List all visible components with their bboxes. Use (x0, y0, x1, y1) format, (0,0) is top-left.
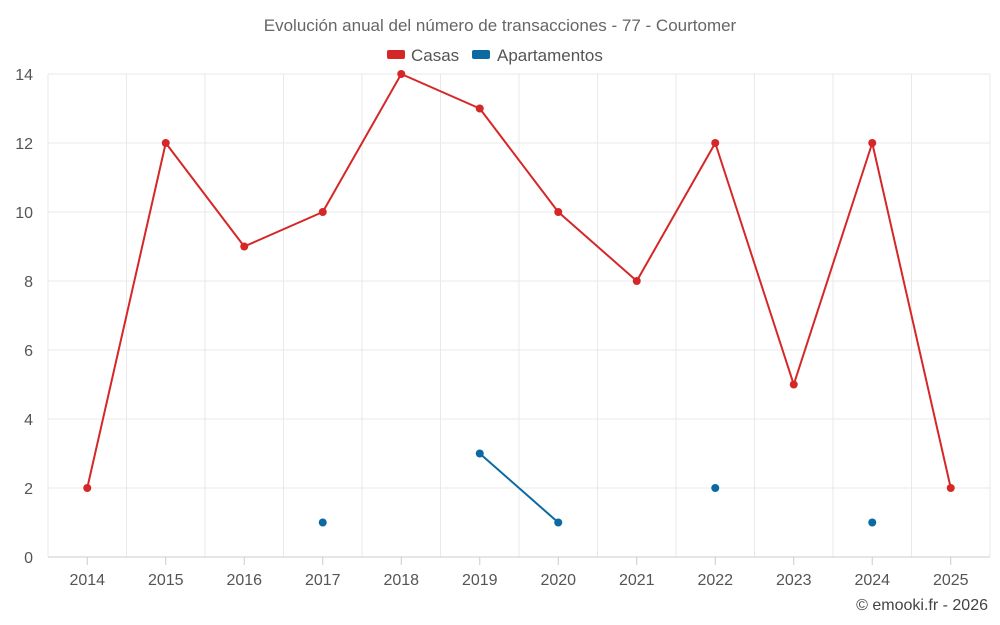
data-point-casas[interactable] (868, 139, 877, 147)
legend-item-apartamentos[interactable]: Apartamentos (472, 46, 603, 65)
axes: 0 2 4 6 8 10 12 14 2014 2015 2016 2017 2018 2019 2020 2… (15, 67, 990, 589)
y-tick-label: 4 (24, 412, 33, 429)
data-point-casas[interactable] (946, 484, 955, 492)
series-apartamentos[interactable] (318, 449, 877, 527)
x-tick-label: 2019 (462, 572, 498, 589)
y-tick-label: 6 (24, 343, 33, 360)
chart-title: Evolución anual del número de transaccio… (264, 16, 737, 35)
data-point-apartamentos[interactable] (868, 518, 877, 527)
data-point-apartamentos[interactable] (318, 518, 327, 527)
x-tick-label: 2025 (933, 572, 969, 589)
series-casas[interactable] (83, 70, 955, 492)
x-tick-label: 2018 (383, 572, 419, 589)
x-tick-label: 2022 (697, 572, 733, 589)
legend-swatch-casas (387, 50, 405, 59)
x-tick-label: 2015 (148, 572, 184, 589)
series-line-apartamentos (479, 452, 559, 524)
data-point-casas[interactable] (318, 208, 327, 216)
series (83, 70, 955, 527)
data-point-casas[interactable] (397, 70, 406, 78)
legend-item-casas[interactable]: Casas (387, 46, 459, 65)
x-tick-label: 2016 (226, 572, 262, 589)
data-point-apartamentos[interactable] (711, 484, 720, 492)
data-point-casas[interactable] (554, 208, 563, 216)
credit-text: © emooki.fr - 2026 (856, 597, 988, 614)
x-tick-label: 2024 (854, 572, 890, 589)
x-tick-label: 2021 (619, 572, 655, 589)
y-tick-label: 0 (24, 550, 33, 567)
y-tick-label: 8 (24, 274, 33, 291)
series-line-casas (86, 73, 952, 489)
legend[interactable]: Casas Apartamentos (387, 46, 603, 65)
data-point-casas[interactable] (240, 242, 249, 251)
legend-swatch-apartamentos (472, 50, 490, 59)
data-point-apartamentos[interactable] (475, 449, 484, 458)
y-tick-label: 14 (15, 67, 33, 84)
y-tick-label: 2 (24, 481, 33, 498)
x-tick-label: 2017 (305, 572, 341, 589)
legend-label-casas: Casas (411, 46, 459, 65)
data-point-casas[interactable] (83, 484, 92, 492)
data-point-casas[interactable] (711, 139, 720, 147)
grid (47, 73, 991, 557)
x-tick-label: 2014 (69, 572, 105, 589)
legend-label-apartamentos: Apartamentos (497, 46, 603, 65)
x-tick-label: 2023 (776, 572, 812, 589)
data-point-casas[interactable] (789, 380, 798, 389)
x-tick-label: 2020 (540, 572, 576, 589)
data-point-casas[interactable] (632, 277, 641, 285)
y-tick-label: 12 (15, 136, 33, 153)
data-point-casas[interactable] (161, 139, 170, 147)
data-point-apartamentos[interactable] (554, 518, 563, 527)
data-point-casas[interactable] (475, 104, 484, 113)
y-tick-label: 10 (15, 205, 33, 222)
